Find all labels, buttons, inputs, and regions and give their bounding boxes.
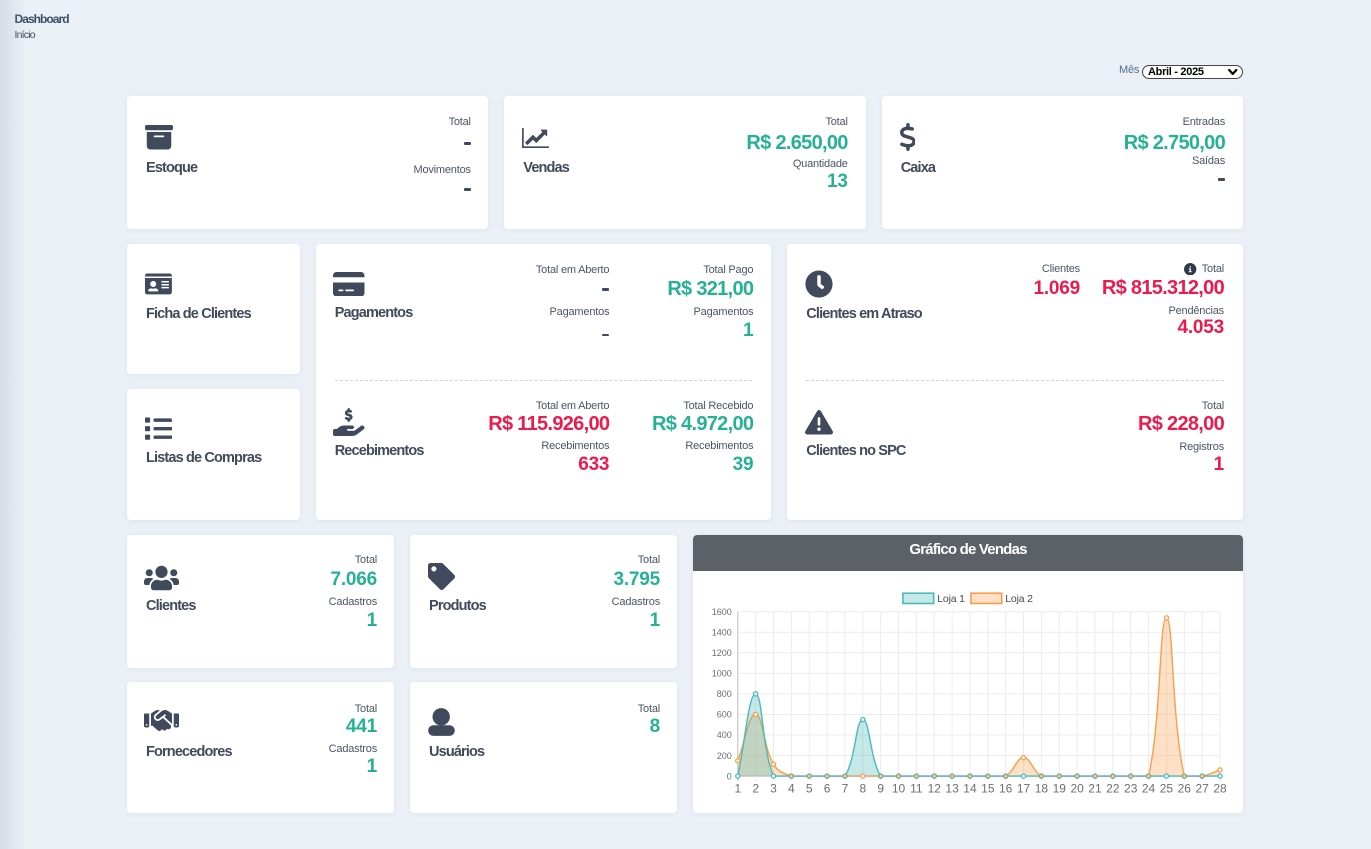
svg-text:24: 24 bbox=[1142, 781, 1156, 795]
svg-text:5: 5 bbox=[806, 781, 813, 795]
svg-text:25: 25 bbox=[1160, 781, 1174, 795]
svg-text:1400: 1400 bbox=[712, 627, 732, 637]
svg-text:27: 27 bbox=[1195, 781, 1209, 795]
svg-text:800: 800 bbox=[717, 689, 732, 699]
svg-text:1000: 1000 bbox=[712, 669, 732, 679]
svg-text:13: 13 bbox=[945, 781, 959, 795]
svg-text:0: 0 bbox=[727, 771, 732, 781]
svg-text:28: 28 bbox=[1213, 781, 1227, 795]
svg-text:11: 11 bbox=[910, 781, 923, 795]
svg-text:1600: 1600 bbox=[712, 607, 732, 617]
svg-text:15: 15 bbox=[981, 781, 995, 795]
svg-text:16: 16 bbox=[999, 781, 1013, 795]
svg-text:23: 23 bbox=[1124, 781, 1138, 795]
svg-text:3: 3 bbox=[770, 781, 777, 795]
svg-text:17: 17 bbox=[1017, 781, 1031, 795]
svg-text:200: 200 bbox=[717, 751, 732, 761]
svg-text:12: 12 bbox=[928, 781, 942, 795]
svg-text:20: 20 bbox=[1070, 781, 1084, 795]
svg-text:14: 14 bbox=[963, 781, 977, 795]
svg-text:26: 26 bbox=[1178, 781, 1192, 795]
svg-text:6: 6 bbox=[824, 781, 831, 795]
svg-text:21: 21 bbox=[1088, 781, 1102, 795]
svg-text:Loja 1: Loja 1 bbox=[937, 593, 965, 605]
svg-text:1: 1 bbox=[734, 781, 741, 795]
svg-text:8: 8 bbox=[859, 781, 866, 795]
svg-text:1200: 1200 bbox=[712, 648, 732, 658]
svg-text:18: 18 bbox=[1035, 781, 1049, 795]
svg-text:22: 22 bbox=[1106, 781, 1120, 795]
svg-text:Loja 2: Loja 2 bbox=[1005, 593, 1033, 605]
svg-text:2: 2 bbox=[752, 781, 759, 795]
svg-text:4: 4 bbox=[788, 781, 795, 795]
svg-text:600: 600 bbox=[717, 710, 732, 720]
svg-text:9: 9 bbox=[877, 781, 884, 795]
svg-text:19: 19 bbox=[1053, 781, 1067, 795]
svg-text:10: 10 bbox=[892, 781, 906, 795]
svg-text:400: 400 bbox=[717, 730, 732, 740]
svg-text:7: 7 bbox=[842, 781, 849, 795]
